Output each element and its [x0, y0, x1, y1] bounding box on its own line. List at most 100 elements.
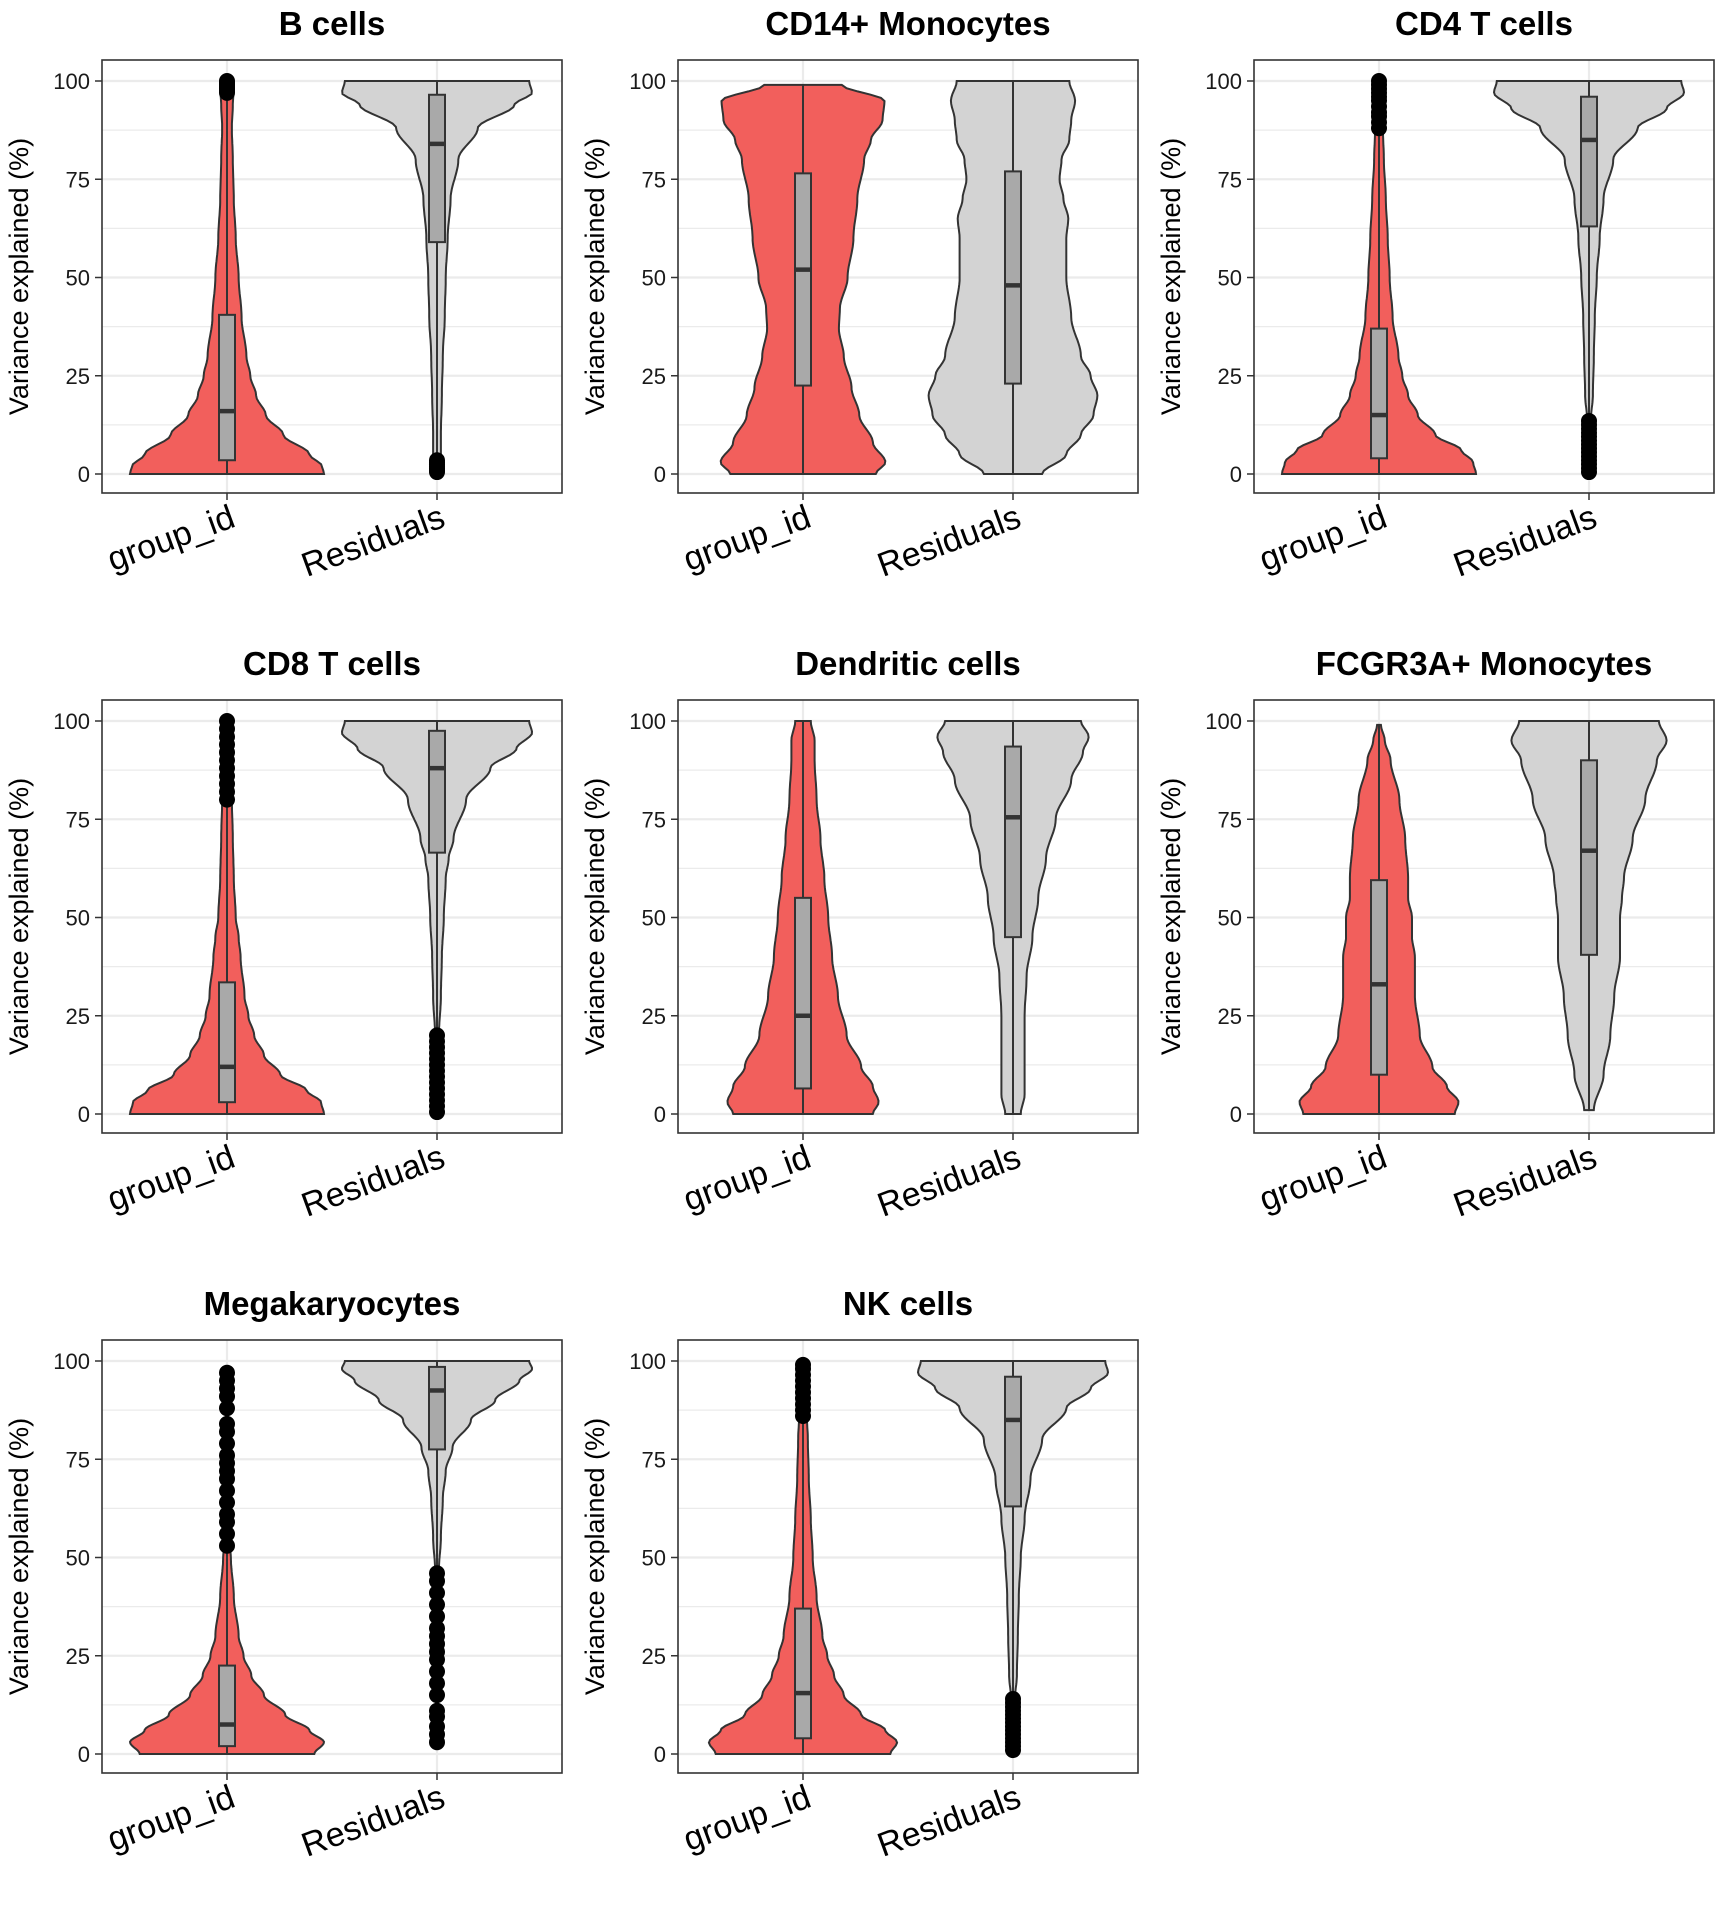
y-tick-label: 25 [642, 364, 666, 389]
box-iqr [1004, 170, 1022, 385]
y-tick-label: 50 [1218, 906, 1242, 931]
panel-title: Megakaryocytes [204, 1285, 461, 1322]
panel-title: CD4 T cells [1395, 5, 1573, 42]
x-tick-label: Residuals [296, 1138, 449, 1225]
box-iqr [428, 1365, 446, 1451]
panel-border [1253, 699, 1715, 1134]
y-axis-title: Variance explained (%) [580, 138, 610, 415]
y-tick-label: 100 [1205, 69, 1242, 94]
outlier-point [219, 1447, 235, 1464]
y-axis-title: Variance explained (%) [4, 778, 34, 1055]
y-tick-label: 0 [1230, 1102, 1242, 1127]
y-tick-label: 0 [654, 1102, 666, 1127]
outlier-point [219, 1435, 235, 1452]
y-tick-label: 100 [53, 709, 90, 734]
panel-border [101, 699, 563, 1134]
panel-title: FCGR3A+ Monocytes [1316, 645, 1652, 682]
outlier-point [219, 1537, 235, 1554]
chart-panel: CD8 T cells 0 25 50 75 100 Variance explained … [4, 645, 563, 1225]
outlier-point [1371, 73, 1387, 89]
y-tick-label: 25 [1218, 1004, 1242, 1029]
box-iqr [218, 313, 236, 462]
panel-border [101, 59, 563, 494]
outlier-point [429, 1584, 445, 1601]
panel-title: CD8 T cells [243, 645, 421, 682]
y-tick-label: 25 [66, 1644, 90, 1669]
box-iqr [1004, 745, 1022, 939]
chart-panel: CD4 T cells 0 25 50 75 100 Variance explained … [1156, 5, 1715, 585]
y-tick-label: 25 [642, 1644, 666, 1669]
y-axis-title: Variance explained (%) [4, 138, 34, 415]
outlier-point [219, 73, 235, 89]
box-iqr [218, 1664, 236, 1748]
outlier-point [429, 1663, 445, 1680]
y-axis-title: Variance explained (%) [1156, 778, 1186, 1055]
y-tick-label: 50 [66, 1546, 90, 1571]
panel-title: NK cells [843, 1285, 973, 1322]
x-tick-label: group_id [102, 498, 239, 579]
y-tick-label: 75 [66, 1447, 90, 1472]
y-tick-label: 75 [1218, 167, 1242, 192]
grid [1254, 60, 1714, 493]
y-tick-label: 25 [1218, 364, 1242, 389]
x-tick-label: group_id [678, 1138, 815, 1219]
y-tick-label: 0 [654, 1742, 666, 1767]
box-iqr [1370, 327, 1388, 460]
outlier-point [429, 1608, 445, 1625]
y-tick-label: 0 [654, 462, 666, 487]
box-iqr [794, 1607, 812, 1740]
chart-panel: NK cells 0 25 50 75 100 Variance explained (%)… [580, 1285, 1139, 1865]
box-iqr [1004, 1375, 1022, 1508]
y-axis-title: Variance explained (%) [580, 778, 610, 1055]
y-tick-label: 50 [642, 266, 666, 291]
y-tick-label: 100 [1205, 709, 1242, 734]
x-tick-label: Residuals [872, 1138, 1025, 1225]
y-tick-label: 75 [66, 167, 90, 192]
panel-title: B cells [279, 5, 385, 42]
outlier-point [219, 1506, 235, 1523]
y-tick-label: 75 [642, 807, 666, 832]
y-tick-label: 0 [78, 1742, 90, 1767]
y-tick-label: 75 [66, 807, 90, 832]
y-tick-label: 50 [66, 906, 90, 931]
y-tick-label: 0 [1230, 462, 1242, 487]
box-iqr [218, 981, 236, 1104]
y-tick-label: 25 [66, 1004, 90, 1029]
outlier-point [219, 1415, 235, 1432]
outlier-point [219, 1494, 235, 1511]
chart-panel: CD14+ Monocytes 0 25 50 75 100 Variance explai… [580, 5, 1139, 585]
y-tick-label: 0 [78, 1102, 90, 1127]
x-tick-label: group_id [678, 1778, 815, 1859]
outlier-point [219, 1525, 235, 1542]
outlier-point [1005, 1690, 1021, 1707]
y-axis-title: Variance explained (%) [580, 1418, 610, 1695]
outlier-point [219, 713, 235, 729]
panel-title: CD14+ Monocytes [765, 5, 1050, 42]
x-tick-label: Residuals [1448, 1138, 1601, 1225]
y-tick-label: 75 [1218, 807, 1242, 832]
outlier-point [429, 1027, 445, 1044]
x-tick-label: group_id [1254, 498, 1391, 579]
outlier-point [429, 1620, 445, 1637]
panel-border [101, 1339, 563, 1774]
chart-panel: Dendritic cells 0 25 50 75 100 Variance explai… [580, 645, 1139, 1225]
x-tick-label: group_id [678, 498, 815, 579]
y-tick-label: 75 [642, 1447, 666, 1472]
outlier-point [219, 1482, 235, 1499]
chart-panel: B cells 0 25 50 75 100 Variance explained (%) g… [4, 5, 563, 585]
x-tick-label: Residuals [872, 498, 1025, 585]
outlier-point [429, 1675, 445, 1692]
x-tick-label: Residuals [296, 498, 449, 585]
x-tick-label: Residuals [1448, 498, 1601, 585]
box-iqr [794, 896, 812, 1090]
chart-panel: Megakaryocytes 0 25 50 75 100 Variance explain… [4, 1285, 563, 1865]
outlier-point [219, 1400, 235, 1417]
box-iqr [1580, 759, 1598, 956]
panel-border [1253, 59, 1715, 494]
y-tick-label: 100 [629, 69, 666, 94]
x-tick-label: Residuals [296, 1778, 449, 1865]
outlier-point [429, 1687, 445, 1704]
box-iqr [1580, 95, 1598, 228]
outlier-point [429, 1702, 445, 1719]
outlier-point [795, 1356, 811, 1373]
